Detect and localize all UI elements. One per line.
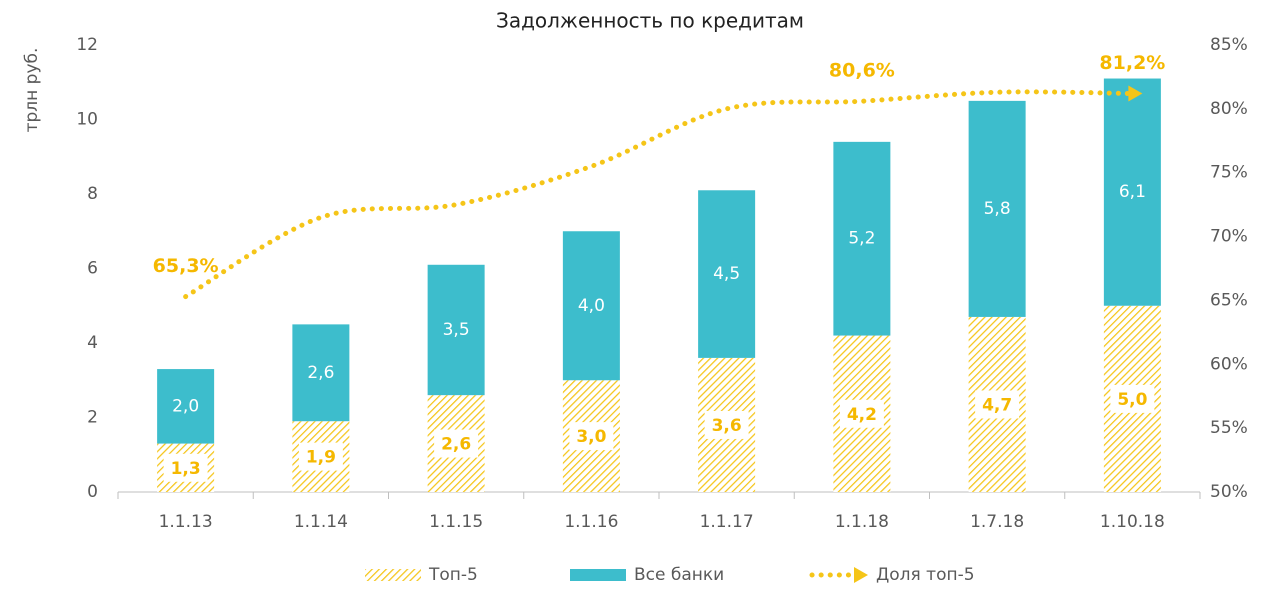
y2-tick-label: 55% [1210,418,1248,438]
y-tick-label: 8 [87,184,98,204]
legend-label: Все банки [634,565,724,585]
x-tick-label: 1.7.18 [970,512,1024,532]
legend-label: Топ-5 [428,565,478,585]
label-box [434,429,479,458]
label-box [704,410,749,439]
data-label: 4,5 [713,264,740,284]
y-tick-label: 2 [87,408,98,428]
legend-arrow [854,567,868,583]
data-label: 5,2 [848,229,875,249]
line [183,89,1135,300]
bar-segment [427,264,485,396]
label-box [839,399,884,428]
data-label: 6,1 [1119,182,1146,202]
label-box [975,390,1020,419]
y2-tick-label: 80% [1210,99,1248,119]
label-box [569,422,614,451]
bar-segment [833,141,891,336]
y-axis-label: трлн руб. [22,48,42,133]
y2-tick-label: 65% [1210,290,1248,310]
data-label: 2,6 [307,363,334,383]
bar-segment [698,190,756,358]
y-tick-label: 0 [87,482,98,502]
x-tick-label: 1.1.14 [294,512,348,532]
line-label: 81,2% [1099,52,1165,74]
bar-segment [968,100,1026,317]
x-tick-label: 1.1.15 [429,512,483,532]
legend-label: Доля топ-5 [876,565,975,585]
legend-swatch [365,569,421,581]
data-label: 3,5 [443,320,470,340]
y-tick-label: 4 [87,333,98,353]
y-tick-label: 12 [76,35,98,55]
y2-tick-label: 70% [1210,227,1248,247]
y2-tick-label: 75% [1210,163,1248,183]
chart-title: Задолженность по кредитам [496,9,804,33]
label-box [1110,384,1155,413]
data-label: 4,7 [982,395,1012,415]
line-arrow [1128,85,1143,102]
data-label: 4,0 [578,296,605,316]
line-label: 80,6% [829,60,895,82]
line-label: 65,3% [153,255,219,277]
y2-tick-label: 50% [1210,482,1248,502]
x-tick-label: 1.1.18 [835,512,889,532]
label-box [163,453,208,482]
label-box [298,442,343,471]
data-label: 3,6 [712,416,742,436]
data-label: 1,9 [306,448,336,468]
bar-segment [1103,78,1161,306]
data-label: 1,3 [171,459,201,479]
data-label: 2,0 [172,396,199,416]
x-tick-label: 1.10.18 [1100,512,1165,532]
bar-segment [292,324,350,422]
data-label: 3,0 [576,427,606,447]
data-label: 5,8 [984,199,1011,219]
y2-tick-label: 60% [1210,354,1248,374]
y-tick-label: 10 [76,110,98,130]
bar-segment [157,369,215,444]
data-label: 4,2 [847,405,877,425]
x-tick-label: 1.1.16 [564,512,618,532]
data-label: 2,6 [441,435,471,455]
x-tick-label: 1.1.13 [159,512,213,532]
x-tick-label: 1.1.17 [700,512,754,532]
y-tick-label: 6 [87,259,98,279]
data-label: 5,0 [1117,390,1147,410]
y2-tick-label: 85% [1210,35,1248,55]
bar-segment [562,231,620,381]
legend-swatch [570,569,626,581]
